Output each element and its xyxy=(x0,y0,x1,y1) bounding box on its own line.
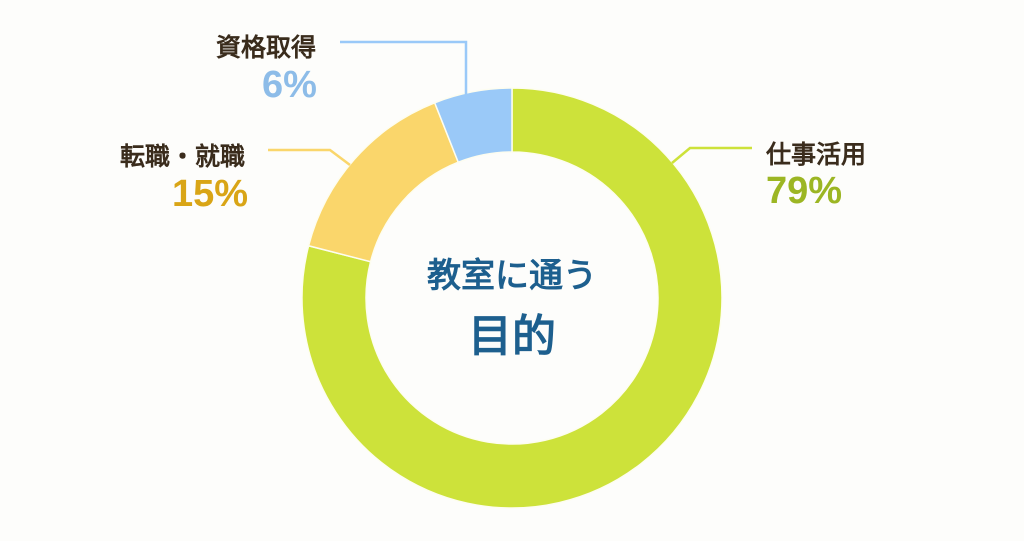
label-career: 転職・就職 xyxy=(120,142,246,171)
label-cert: 資格取得 xyxy=(216,33,317,62)
slice-2 xyxy=(433,87,513,164)
center-title-line2: 目的 xyxy=(468,311,556,362)
value-work: 79% xyxy=(766,170,843,212)
leader-line-0 xyxy=(671,146,752,164)
leader-line-2 xyxy=(340,40,468,96)
slice-0 xyxy=(301,87,723,509)
slice-1 xyxy=(307,101,460,263)
value-cert: 6% xyxy=(262,64,317,106)
leader-line-1 xyxy=(268,148,351,166)
label-work: 仕事活用 xyxy=(766,140,867,169)
center-title-line1: 教室に通う xyxy=(427,256,597,296)
value-career: 15% xyxy=(172,173,249,215)
